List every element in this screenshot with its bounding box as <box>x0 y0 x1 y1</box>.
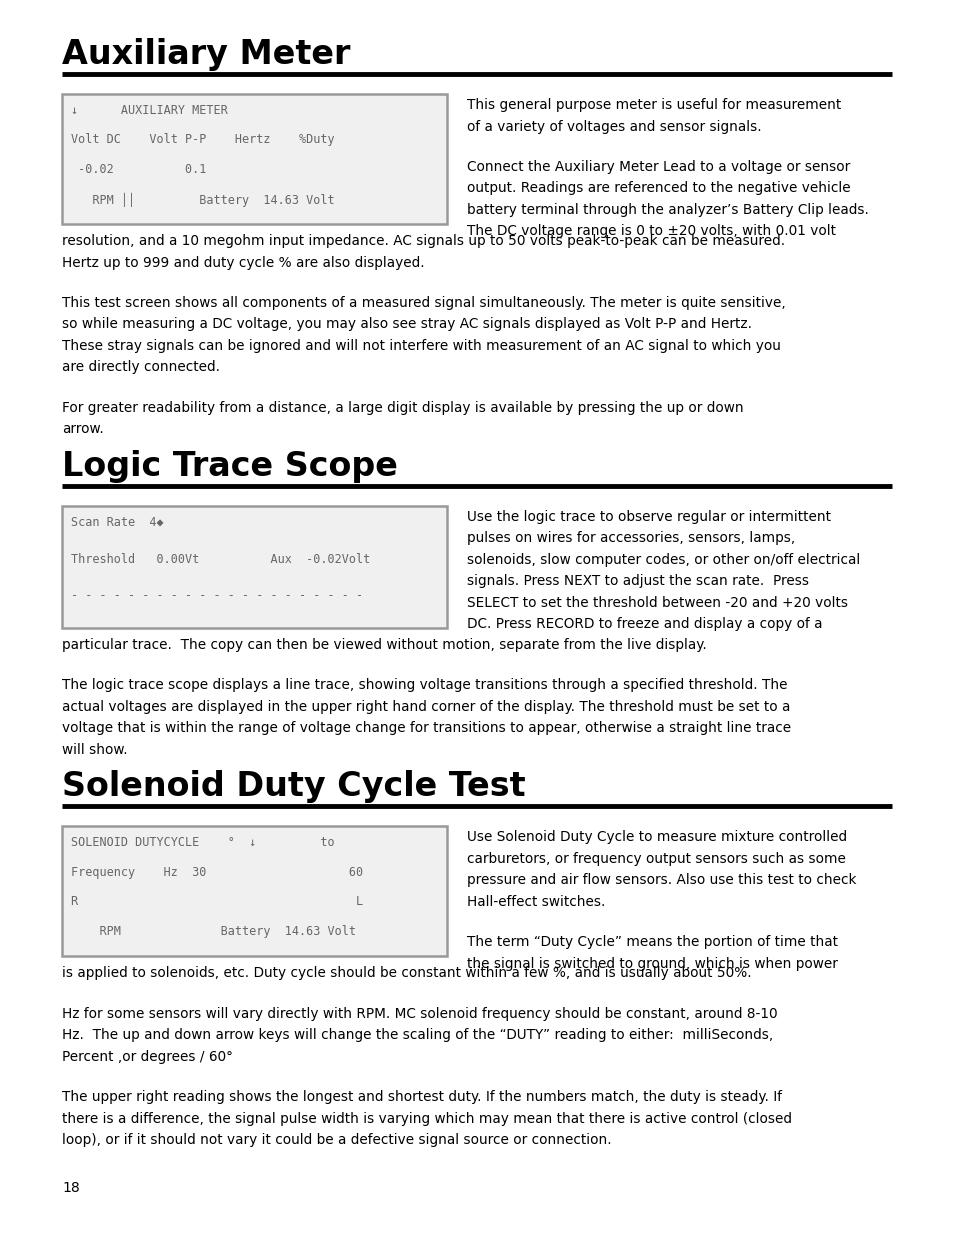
Text: Percent ,or degrees / 60°: Percent ,or degrees / 60° <box>62 1050 233 1065</box>
Text: - - - - - - - - - - - - - - - - - - - - -: - - - - - - - - - - - - - - - - - - - - … <box>71 589 363 603</box>
FancyBboxPatch shape <box>62 826 447 956</box>
Text: Auxiliary Meter: Auxiliary Meter <box>62 38 350 70</box>
Text: of a variety of voltages and sensor signals.: of a variety of voltages and sensor sign… <box>467 120 760 133</box>
Text: particular trace.  The copy can then be viewed without motion, separate from the: particular trace. The copy can then be v… <box>62 638 706 652</box>
Text: SOLENOID DUTYCYCLE    °  ↓         to: SOLENOID DUTYCYCLE ° ↓ to <box>71 836 335 850</box>
Text: battery terminal through the analyzer’s Battery Clip leads.: battery terminal through the analyzer’s … <box>467 203 868 217</box>
Text: For greater readability from a distance, a large digit display is available by p: For greater readability from a distance,… <box>62 401 742 415</box>
Text: solenoids, slow computer codes, or other on/off electrical: solenoids, slow computer codes, or other… <box>467 553 860 567</box>
Text: will show.: will show. <box>62 743 128 757</box>
Text: These stray signals can be ignored and will not interfere with measurement of an: These stray signals can be ignored and w… <box>62 338 781 353</box>
Text: RPM              Battery  14.63 Volt: RPM Battery 14.63 Volt <box>71 925 355 939</box>
Text: Hz for some sensors will vary directly with RPM. MC solenoid frequency should be: Hz for some sensors will vary directly w… <box>62 1007 777 1021</box>
Text: Frequency    Hz  30                    60: Frequency Hz 30 60 <box>71 866 363 879</box>
Text: resolution, and a 10 megohm input impedance. AC signals up to 50 volts peak-to-p: resolution, and a 10 megohm input impeda… <box>62 233 784 248</box>
Text: ↓      AUXILIARY METER: ↓ AUXILIARY METER <box>71 104 228 117</box>
Text: 18: 18 <box>62 1181 80 1195</box>
Text: the signal is switched to ground, which is when power: the signal is switched to ground, which … <box>467 957 837 971</box>
Text: Logic Trace Scope: Logic Trace Scope <box>62 450 397 483</box>
FancyBboxPatch shape <box>62 506 447 629</box>
Text: loop), or if it should not vary it could be a defective signal source or connect: loop), or if it should not vary it could… <box>62 1134 611 1147</box>
Text: This test screen shows all components of a measured signal simultaneously. The m: This test screen shows all components of… <box>62 296 785 310</box>
Text: Use the logic trace to observe regular or intermittent: Use the logic trace to observe regular o… <box>467 510 830 524</box>
Text: pressure and air flow sensors. Also use this test to check: pressure and air flow sensors. Also use … <box>467 873 856 888</box>
Text: actual voltages are displayed in the upper right hand corner of the display. The: actual voltages are displayed in the upp… <box>62 700 789 714</box>
Text: so while measuring a DC voltage, you may also see stray AC signals displayed as : so while measuring a DC voltage, you may… <box>62 317 751 331</box>
FancyBboxPatch shape <box>62 94 447 224</box>
Text: arrow.: arrow. <box>62 422 104 436</box>
Text: Use Solenoid Duty Cycle to measure mixture controlled: Use Solenoid Duty Cycle to measure mixtu… <box>467 830 846 845</box>
Text: -0.02          0.1: -0.02 0.1 <box>71 163 206 177</box>
Text: pulses on wires for accessories, sensors, lamps,: pulses on wires for accessories, sensors… <box>467 531 795 546</box>
Text: The upper right reading shows the longest and shortest duty. If the numbers matc: The upper right reading shows the longes… <box>62 1091 781 1104</box>
Text: voltage that is within the range of voltage change for transitions to appear, ot: voltage that is within the range of volt… <box>62 721 790 736</box>
Text: SELECT to set the threshold between -20 and +20 volts: SELECT to set the threshold between -20 … <box>467 597 847 610</box>
Text: Volt DC    Volt P-P    Hertz    %Duty: Volt DC Volt P-P Hertz %Duty <box>71 133 335 147</box>
Text: R                                       L: R L <box>71 895 363 909</box>
Text: is applied to solenoids, etc. Duty cycle should be constant within a few %, and : is applied to solenoids, etc. Duty cycle… <box>62 967 751 981</box>
Text: DC. Press RECORD to freeze and display a copy of a: DC. Press RECORD to freeze and display a… <box>467 618 821 631</box>
Text: The logic trace scope displays a line trace, showing voltage transitions through: The logic trace scope displays a line tr… <box>62 678 786 693</box>
Text: Hertz up to 999 and duty cycle % are also displayed.: Hertz up to 999 and duty cycle % are als… <box>62 256 424 269</box>
Text: Threshold   0.00Vt          Aux  -0.02Volt: Threshold 0.00Vt Aux -0.02Volt <box>71 553 370 566</box>
Text: Hall-effect switches.: Hall-effect switches. <box>467 895 605 909</box>
Text: are directly connected.: are directly connected. <box>62 361 220 374</box>
Text: signals. Press NEXT to adjust the scan rate.  Press: signals. Press NEXT to adjust the scan r… <box>467 574 808 589</box>
Text: Hz.  The up and down arrow keys will change the scaling of the “DUTY” reading to: Hz. The up and down arrow keys will chan… <box>62 1029 773 1042</box>
Text: The DC voltage range is 0 to ±20 volts, with 0.01 volt: The DC voltage range is 0 to ±20 volts, … <box>467 225 835 238</box>
Text: RPM ││         Battery  14.63 Volt: RPM ││ Battery 14.63 Volt <box>71 193 335 206</box>
Text: Scan Rate  4◆: Scan Rate 4◆ <box>71 516 164 529</box>
Text: carburetors, or frequency output sensors such as some: carburetors, or frequency output sensors… <box>467 852 845 866</box>
Text: This general purpose meter is useful for measurement: This general purpose meter is useful for… <box>467 98 841 112</box>
Text: output. Readings are referenced to the negative vehicle: output. Readings are referenced to the n… <box>467 182 850 195</box>
Text: Solenoid Duty Cycle Test: Solenoid Duty Cycle Test <box>62 771 525 804</box>
Text: there is a difference, the signal pulse width is varying which may mean that the: there is a difference, the signal pulse … <box>62 1112 791 1126</box>
Text: The term “Duty Cycle” means the portion of time that: The term “Duty Cycle” means the portion … <box>467 935 837 950</box>
Text: Connect the Auxiliary Meter Lead to a voltage or sensor: Connect the Auxiliary Meter Lead to a vo… <box>467 161 849 174</box>
